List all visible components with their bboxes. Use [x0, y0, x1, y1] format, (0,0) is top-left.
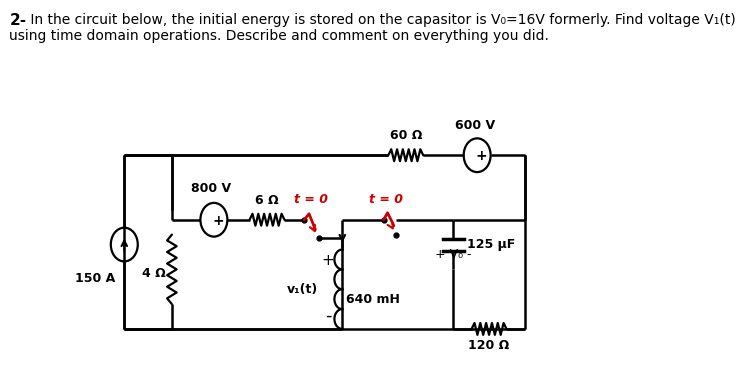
- Text: 800 V: 800 V: [191, 182, 232, 195]
- Text: t = 0: t = 0: [369, 193, 403, 206]
- Text: 6 Ω: 6 Ω: [255, 194, 279, 207]
- Text: 60 Ω: 60 Ω: [389, 129, 422, 142]
- Text: 4 Ω: 4 Ω: [142, 267, 166, 280]
- Text: 2-: 2-: [9, 13, 26, 28]
- Text: -: -: [325, 307, 332, 325]
- Text: 150 A: 150 A: [74, 272, 115, 285]
- Text: 600 V: 600 V: [454, 119, 495, 132]
- Text: +: +: [322, 253, 334, 269]
- Text: using time domain operations. Describe and comment on everything you did.: using time domain operations. Describe a…: [9, 29, 549, 43]
- Text: 125 μF: 125 μF: [466, 238, 515, 251]
- Text: t = 0: t = 0: [294, 193, 328, 206]
- Text: +: +: [476, 149, 487, 163]
- Text: In the circuit below, the initial energy is stored on the capasitor is V₀=16V fo: In the circuit below, the initial energy…: [26, 13, 736, 27]
- Text: +: +: [212, 214, 223, 228]
- Text: + V₀ -: + V₀ -: [435, 249, 472, 262]
- Text: 640 mH: 640 mH: [346, 293, 400, 306]
- Text: v₁(t): v₁(t): [287, 283, 319, 296]
- Text: 120 Ω: 120 Ω: [469, 339, 510, 352]
